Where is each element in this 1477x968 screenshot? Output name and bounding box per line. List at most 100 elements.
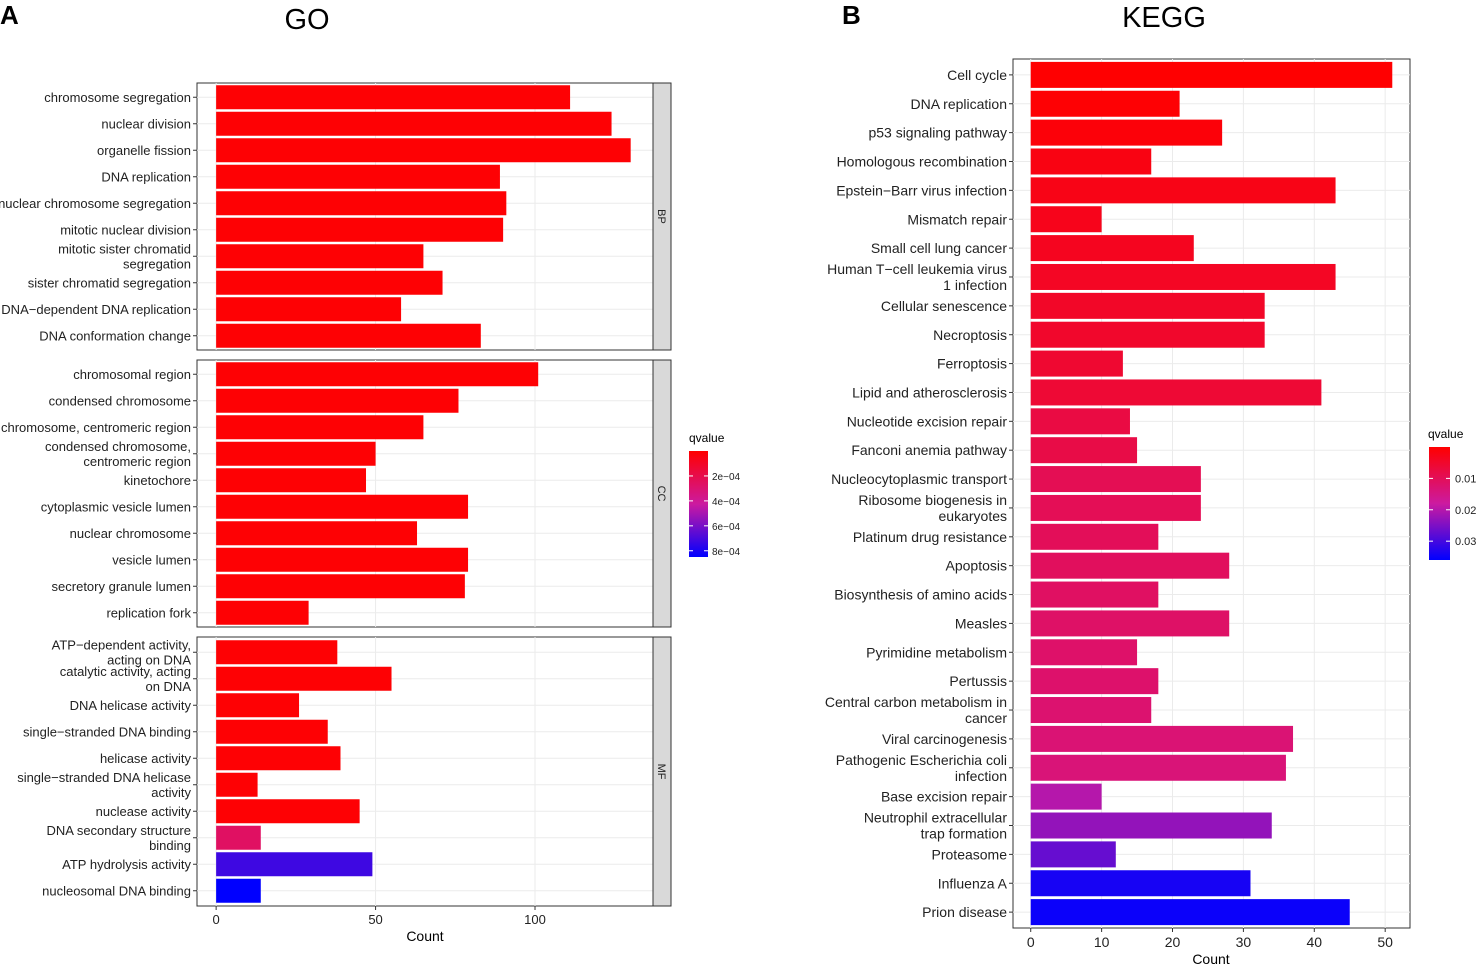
x-tick-label: 10 bbox=[1094, 934, 1110, 950]
label-line: activity bbox=[151, 785, 191, 800]
kegg-bar bbox=[1030, 177, 1336, 204]
label-line: catalytic activity, acting bbox=[60, 664, 191, 679]
kegg-category-label: Small cell lung cancer bbox=[871, 240, 1008, 256]
x-tick-label: 40 bbox=[1307, 934, 1323, 950]
kegg-category-label: Proteasome bbox=[932, 846, 1008, 862]
facet-strip-label: CC bbox=[655, 486, 667, 502]
kegg-bar bbox=[1030, 206, 1102, 233]
label-line: Human T−cell leukemia virus bbox=[827, 261, 1007, 277]
label-line: Pathogenic Escherichia coli bbox=[836, 752, 1007, 768]
kegg-bar bbox=[1030, 841, 1116, 868]
go-category-label: mitotic sister chromatid segregation bbox=[58, 242, 191, 272]
label-line: Influenza A bbox=[938, 875, 1008, 891]
label-line: sister chromatid segregation bbox=[28, 275, 191, 290]
x-tick-label: 50 bbox=[368, 912, 382, 927]
go-category-label: organelle fission bbox=[97, 143, 191, 158]
kegg-bar bbox=[1030, 610, 1230, 637]
go-category-label: DNA−dependent DNA replication bbox=[1, 302, 191, 317]
x-tick-label: 0 bbox=[1027, 934, 1035, 950]
label-line: Nucleocytoplasmic transport bbox=[831, 471, 1007, 487]
kegg-category-label: Pertussis bbox=[949, 673, 1007, 689]
kegg-category-label: Fanconi anemia pathway bbox=[851, 442, 1007, 458]
legend-tick-label: 4e−04 bbox=[712, 497, 741, 508]
label-line: Apoptosis bbox=[946, 558, 1007, 574]
go-bar bbox=[216, 521, 418, 546]
label-line: Platinum drug resistance bbox=[853, 529, 1007, 545]
label-line: Prion disease bbox=[922, 904, 1007, 920]
go-legend-colorbar bbox=[689, 451, 708, 557]
label-line: kinetochore bbox=[124, 473, 191, 488]
label-line: binding bbox=[149, 838, 191, 853]
go-category-label: chromosome, centromeric region bbox=[1, 420, 191, 435]
label-line: vesicle lumen bbox=[112, 552, 191, 567]
facet-strip-label: BP bbox=[655, 209, 667, 224]
kegg-bar bbox=[1030, 523, 1159, 550]
label-line: DNA replication bbox=[101, 169, 191, 184]
go-category-label: condensed chromosome bbox=[49, 393, 191, 408]
label-line: p53 signaling pathway bbox=[868, 125, 1007, 141]
label-line: segregation bbox=[123, 256, 191, 271]
label-line: acting on DNA bbox=[107, 652, 191, 667]
go-bar bbox=[216, 574, 465, 599]
go-category-label: secretory granule lumen bbox=[52, 579, 191, 594]
go-category-label: ATP hydrolysis activity bbox=[62, 857, 191, 872]
label-line: Ferroptosis bbox=[937, 356, 1007, 372]
kegg-chart-title: KEGG bbox=[1122, 2, 1206, 34]
kegg-category-label: Nucleotide excision repair bbox=[847, 413, 1008, 429]
label-line: DNA−dependent DNA replication bbox=[1, 302, 191, 317]
kegg-bar bbox=[1030, 61, 1393, 88]
go-category-label: nuclear chromosome segregation bbox=[0, 196, 191, 211]
go-category-label: condensed chromosome, centromeric region bbox=[45, 439, 191, 469]
kegg-bar bbox=[1030, 697, 1152, 724]
go-bar bbox=[216, 852, 373, 877]
x-tick-label: 20 bbox=[1165, 934, 1181, 950]
legend-tick-label: 0.02 bbox=[1455, 505, 1476, 517]
kegg-category-label: Neutrophil extracellular trap formation bbox=[864, 810, 1008, 842]
go-bar bbox=[216, 191, 507, 216]
kegg-bar bbox=[1030, 783, 1102, 810]
label-line: condensed chromosome bbox=[49, 393, 191, 408]
label-line: mitotic sister chromatid bbox=[58, 242, 191, 257]
label-line: Necroptosis bbox=[933, 327, 1007, 343]
kegg-bar bbox=[1030, 90, 1180, 117]
label-line: Fanconi anemia pathway bbox=[851, 442, 1007, 458]
go-bar bbox=[216, 138, 631, 163]
go-bar bbox=[216, 666, 392, 691]
kegg-category-label: Homologous recombination bbox=[837, 154, 1007, 170]
kegg-category-label: Base excision repair bbox=[881, 789, 1007, 805]
label-line: cytoplasmic vesicle lumen bbox=[41, 499, 191, 514]
label-line: Neutrophil extracellular bbox=[864, 810, 1008, 826]
label-line: ATP−dependent activity, bbox=[52, 638, 191, 653]
go-bar bbox=[216, 693, 300, 718]
label-line: Small cell lung cancer bbox=[871, 240, 1008, 256]
legend-tick-label: 0.01 bbox=[1455, 473, 1476, 485]
kegg-bar bbox=[1030, 899, 1350, 926]
label-line: nuclear chromosome bbox=[70, 526, 191, 541]
go-bar bbox=[216, 362, 539, 387]
kegg-qvalue-legend: qvalue 0.01 0.02 0.03 bbox=[1428, 427, 1476, 560]
legend-tick-label: 2e−04 bbox=[712, 472, 741, 483]
kegg-category-label: Lipid and atherosclerosis bbox=[852, 385, 1007, 401]
go-bar bbox=[216, 799, 360, 824]
go-bar bbox=[216, 270, 443, 295]
kegg-category-label: Human T−cell leukemia virus 1 infection bbox=[827, 261, 1007, 293]
kegg-bar bbox=[1030, 581, 1159, 608]
label-line: chromosome segregation bbox=[44, 90, 191, 105]
go-category-label: kinetochore bbox=[124, 473, 191, 488]
go-category-label: nuclear division bbox=[101, 116, 191, 131]
kegg-bar bbox=[1030, 292, 1265, 319]
label-line: organelle fission bbox=[97, 143, 191, 158]
label-line: Nucleotide excision repair bbox=[847, 413, 1008, 429]
go-facet-mf: ATP−dependent activity, acting on DNAcata… bbox=[17, 636, 672, 907]
go-legend-title: qvalue bbox=[689, 431, 725, 445]
panel-a-letter: A bbox=[0, 0, 19, 30]
label-line: chromosomal region bbox=[73, 367, 191, 382]
label-line: eukaryotes bbox=[939, 508, 1007, 524]
go-category-label: nuclear chromosome bbox=[70, 526, 191, 541]
kegg-category-label: Influenza A bbox=[938, 875, 1008, 891]
panel-b-letter: B bbox=[842, 0, 861, 30]
label-line: DNA helicase activity bbox=[70, 698, 192, 713]
label-line: DNA conformation change bbox=[39, 328, 191, 343]
go-category-label: DNA replication bbox=[101, 169, 191, 184]
